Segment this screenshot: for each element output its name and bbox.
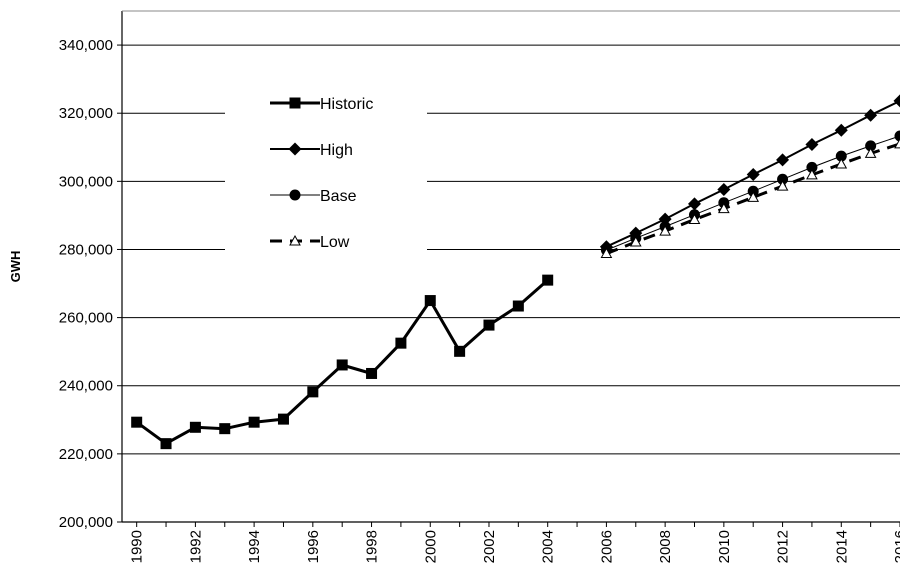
legend-label: Historic: [320, 96, 373, 113]
legend-label: High: [320, 142, 353, 159]
marker-triangle: [835, 157, 848, 169]
marker-triangle: [894, 137, 900, 149]
x-tick-label: 1994: [246, 530, 263, 563]
x-tick-label: 2014: [833, 530, 850, 563]
marker-square: [366, 367, 378, 379]
x-tick-label: 2004: [540, 530, 557, 563]
y-tick-label: 240,000: [59, 378, 113, 395]
marker-diamond: [893, 94, 900, 108]
marker-square: [277, 413, 289, 425]
marker-square: [454, 345, 466, 357]
axes: 200,000 220,000 240,000 260,000 280,000 300,0…: [8, 10, 900, 563]
y-tick-label: 320,000: [59, 105, 113, 122]
marker-diamond: [288, 142, 302, 156]
legend-item-base: Base: [270, 188, 357, 205]
marker-diamond: [717, 183, 731, 197]
marker-square: [512, 300, 524, 312]
marker-square: [483, 319, 495, 331]
legend-label: Low: [320, 234, 350, 251]
marker-triangle: [717, 202, 730, 214]
x-tick-label: 2002: [481, 530, 498, 563]
series-low: [600, 137, 900, 259]
legend-box: [225, 78, 427, 266]
marker-square: [307, 386, 319, 398]
x-tick-label: 1996: [305, 530, 322, 563]
y-tick-label: 260,000: [59, 310, 113, 327]
legend-item-historic: Historic: [270, 96, 373, 113]
marker-triangle: [289, 234, 301, 246]
y-tick-label: 220,000: [59, 446, 113, 463]
marker-square: [189, 421, 201, 433]
legend-item-high: High: [270, 142, 353, 159]
marker-square: [248, 416, 260, 428]
marker-diamond: [864, 108, 878, 122]
marker-circle: [835, 150, 847, 162]
marker-triangle: [747, 191, 760, 202]
marker-diamond: [834, 123, 848, 137]
legend-item-low: Low: [270, 234, 350, 251]
marker-square: [131, 416, 143, 428]
marker-diamond: [805, 138, 819, 152]
series-high: [599, 94, 900, 254]
series-line: [605, 142, 900, 255]
x-tick-label: 2012: [775, 530, 792, 563]
x-tick-label: 2016: [892, 530, 900, 563]
marker-square: [336, 359, 348, 371]
marker-circle: [777, 173, 789, 185]
marker-triangle: [629, 235, 642, 247]
marker-square: [542, 274, 554, 286]
marker-triangle: [688, 213, 701, 224]
y-tick-label: 200,000: [59, 514, 113, 531]
series-historic: [131, 274, 554, 450]
x-tick-label: 2000: [422, 530, 439, 563]
y-tick-label: 340,000: [59, 37, 113, 54]
x-tick-label: 2010: [716, 530, 733, 563]
x-tick-label: 1990: [129, 530, 146, 563]
marker-circle: [806, 161, 818, 173]
marker-diamond: [687, 197, 701, 211]
marker-square: [289, 97, 301, 109]
series-lines: [131, 94, 900, 450]
marker-diamond: [746, 168, 760, 182]
marker-triangle: [776, 180, 789, 191]
y-tick-label: 280,000: [59, 241, 113, 258]
x-tick-label: 1998: [364, 530, 381, 563]
marker-circle: [747, 185, 759, 197]
marker-triangle: [806, 168, 818, 180]
marker-square: [160, 438, 172, 450]
x-tick-label: 2006: [598, 530, 615, 563]
marker-triangle: [864, 147, 877, 158]
marker-triangle: [659, 225, 671, 236]
marker-circle: [865, 140, 877, 152]
marker-triangle: [600, 247, 613, 259]
x-tick-label: 2008: [657, 530, 674, 563]
marker-diamond: [776, 153, 790, 167]
marker-square: [424, 295, 436, 307]
marker-square: [395, 337, 407, 349]
marker-square: [219, 423, 231, 435]
marker-circle: [289, 189, 301, 201]
y-axis-title: GWH: [8, 251, 23, 283]
y-tick-label: 300,000: [59, 173, 113, 190]
legend-label: Base: [320, 188, 357, 205]
x-tick-label: 1992: [187, 530, 204, 563]
legend: Historic High Base Low: [225, 78, 427, 266]
marker-circle: [894, 130, 900, 142]
